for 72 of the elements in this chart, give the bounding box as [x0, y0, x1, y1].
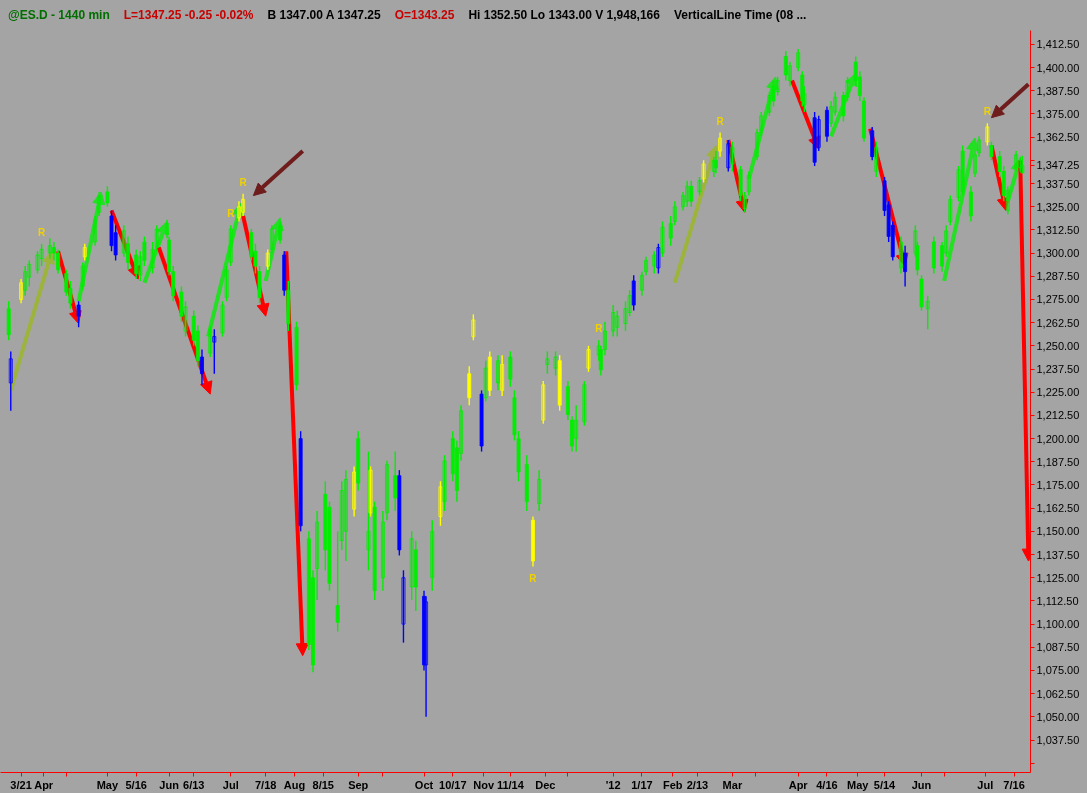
annotation: R: [227, 208, 236, 220]
y-tick-label: 1,412.50: [1036, 38, 1080, 51]
y-tick-label: 1,312.50: [1036, 223, 1080, 236]
y-tick-label: 1,112.50: [1036, 594, 1079, 607]
y-tick-label: 1,337.50: [1036, 177, 1080, 190]
x-tick-label: Sep: [348, 778, 369, 791]
x-tick-label: 10/17: [439, 778, 467, 791]
y-tick-label: 1,175.00: [1036, 478, 1080, 491]
x-tick-label: 7/18: [255, 778, 277, 791]
text: O=1343.25: [394, 8, 455, 22]
x-tick-label: Jun: [911, 778, 932, 791]
y-tick-label: 1,125.00: [1036, 571, 1080, 584]
x-tick-label: Mar: [722, 778, 743, 791]
x-tick-label: Oct: [414, 778, 434, 791]
x-tick-label: 3/21: [10, 778, 32, 791]
x-tick-label: Apr: [788, 778, 809, 791]
y-tick-label: 1,200.00: [1036, 432, 1080, 445]
annotation: R: [529, 572, 538, 584]
y-tick-label: 1,400.00: [1036, 61, 1080, 74]
x-tick-label: Jun: [159, 778, 180, 791]
y-tick-label: 1,262.50: [1036, 316, 1080, 329]
text: B 1347.00 A 1347.25: [267, 8, 381, 22]
y-tick-label: 1,137.50: [1036, 548, 1080, 561]
x-tick-label: 8/15: [312, 778, 334, 791]
x-tick-label: 11/14: [496, 778, 525, 791]
y-tick-label: 1,225.00: [1036, 386, 1080, 399]
y-tick-label: 1,362.50: [1036, 131, 1080, 144]
y-tick-label: 1,087.50: [1036, 641, 1080, 654]
x-tick-label: May: [96, 778, 119, 791]
y-tick-label: 1,162.50: [1036, 502, 1080, 515]
x-tick-label: 4/16: [816, 778, 838, 791]
y-tick-label: 1,325.00: [1036, 200, 1080, 213]
x-tick-label: 1/17: [631, 778, 653, 791]
annotation: R: [239, 176, 248, 188]
y-tick-label: 1,300.00: [1036, 247, 1080, 260]
y-tick-label: 1,212.50: [1036, 409, 1080, 422]
y-tick-label: 1,237.50: [1036, 363, 1080, 376]
y-tick-label: 1,100.00: [1036, 618, 1080, 631]
y-tick-label: 1,287.50: [1036, 270, 1080, 283]
y-tick-label: 1,075.00: [1036, 664, 1080, 677]
x-tick-label: Apr: [34, 778, 54, 791]
x-tick-label: 6/13: [183, 778, 205, 791]
x-tick-label: 2/13: [686, 778, 709, 791]
y-tick-label: 1,150.00: [1036, 525, 1080, 538]
x-tick-label: Jul: [977, 778, 994, 791]
x-tick-label: Dec: [535, 778, 556, 791]
y-tick-label: 1,187.50: [1036, 455, 1080, 468]
x-tick-label: 5/16: [125, 778, 147, 791]
y-tick-label: 1,037.50: [1036, 734, 1080, 747]
text: L=1347.25 -0.25 -0.02%: [123, 8, 254, 22]
y-tick-label: 1,387.50: [1036, 84, 1080, 97]
x-tick-label: May: [847, 778, 870, 791]
x-tick-label: Feb: [663, 778, 683, 791]
annotation: R: [716, 115, 725, 127]
annotation: R: [595, 323, 604, 335]
x-tick-label: Jul: [222, 778, 239, 791]
y-tick-label: 1,275.00: [1036, 293, 1080, 306]
annotation: R: [983, 106, 992, 118]
y-tick-label: 1,050.00: [1036, 710, 1080, 723]
annotation: R: [38, 226, 47, 238]
text: VerticalLine Time (08 ...: [673, 8, 807, 22]
y-tick-label: 1,250.00: [1036, 339, 1080, 352]
y-tick-label: 1,375.00: [1036, 107, 1080, 120]
x-tick-label: Aug: [283, 778, 306, 791]
x-tick-label: '12: [605, 778, 621, 791]
chart-title: @ES.D - 1440 min: [8, 8, 110, 22]
y-tick-label: 1,347.25: [1036, 159, 1080, 172]
x-tick-label: 7/16: [1003, 778, 1025, 791]
y-tick-label: 1,062.50: [1036, 687, 1080, 700]
x-tick-label: 5/14: [873, 778, 897, 791]
x-tick-label: Nov: [473, 778, 495, 791]
text: Hi 1352.50 Lo 1343.00 V 1,948,166: [468, 8, 660, 22]
